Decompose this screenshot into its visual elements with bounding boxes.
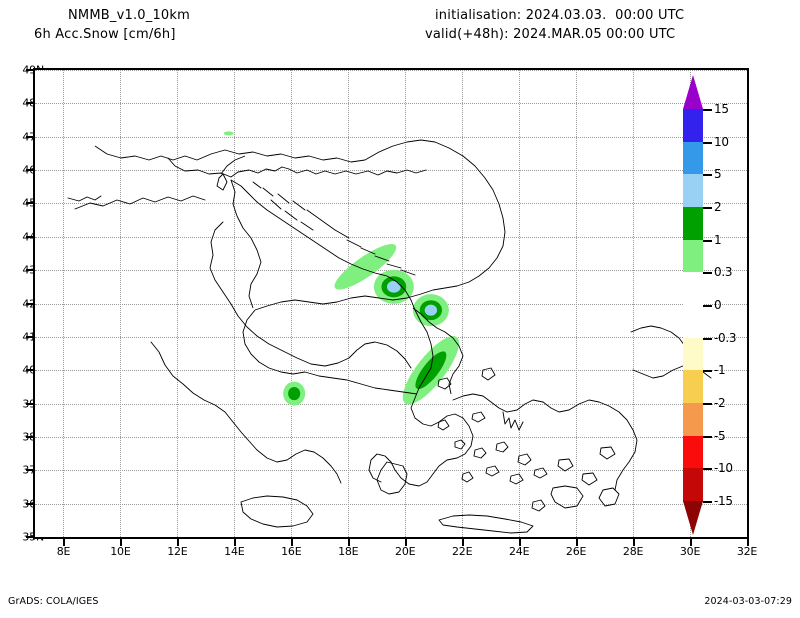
initialisation-time: initialisation: 2024.03.03. 00:00 UTC xyxy=(435,6,684,25)
latitude-tick-mark xyxy=(26,436,33,438)
colorbar-segment xyxy=(683,272,703,305)
header-left: NMMB_v1.0_10km 6h Acc.Snow [cm/6h] xyxy=(34,6,190,44)
colorbar[interactable]: 15 10 5 2 1 0.3 0 -0.3 -1 -2 -5 -10 -15 xyxy=(683,75,753,535)
coastline-layer xyxy=(35,70,747,537)
colorbar-tick-label: 1 xyxy=(714,233,721,247)
generated-stamp: 2024-03-03-07:29 xyxy=(704,596,792,607)
latitude-tick-mark xyxy=(26,336,33,338)
longitude-tick-mark xyxy=(519,539,521,546)
latitude-tick-mark xyxy=(26,269,33,271)
longitude-tick-label: 28E xyxy=(623,545,643,558)
valid-time: valid(+48h): 2024.MAR.05 00:00 UTC xyxy=(425,25,684,44)
map-canvas xyxy=(35,70,747,537)
map-plot-area[interactable] xyxy=(33,68,749,539)
latitude-tick-mark xyxy=(26,136,33,138)
latitude-tick-mark xyxy=(26,469,33,471)
longitude-tick-label: 26E xyxy=(566,545,586,558)
colorbar-tick-label: -10 xyxy=(714,461,733,475)
latitude-tick-mark xyxy=(26,303,33,305)
colorbar-tick-mark xyxy=(703,501,712,503)
colorbar-tick-mark xyxy=(703,338,712,340)
colorbar-segment xyxy=(683,305,703,338)
colorbar-tick-label: 2 xyxy=(714,200,721,214)
colorbar-tick-label: -1 xyxy=(714,363,725,377)
colorbar-tick-mark xyxy=(703,207,712,209)
longitude-tick-label: 14E xyxy=(224,545,244,558)
longitude-tick-label: 16E xyxy=(281,545,301,558)
latitude-tick-mark xyxy=(26,69,33,71)
colorbar-tick-mark xyxy=(703,403,712,405)
latitude-tick-mark xyxy=(26,503,33,505)
longitude-tick-label: 32E xyxy=(737,545,757,558)
latitude-tick-mark xyxy=(26,369,33,371)
colorbar-tick-mark xyxy=(703,305,712,307)
longitude-tick-mark xyxy=(291,539,293,546)
colorbar-tick-label: -2 xyxy=(714,396,725,410)
longitude-tick-label: 18E xyxy=(338,545,358,558)
latitude-tick-mark xyxy=(26,169,33,171)
colorbar-arrow-min xyxy=(683,501,703,535)
longitude-tick-label: 22E xyxy=(452,545,472,558)
colorbar-tick-mark xyxy=(703,174,712,176)
longitude-tick-mark xyxy=(633,539,635,546)
longitude-tick-label: 24E xyxy=(509,545,529,558)
latitude-tick-mark xyxy=(26,102,33,104)
colorbar-segment xyxy=(683,403,703,436)
header-right: initialisation: 2024.03.03. 00:00 UTC va… xyxy=(425,6,684,44)
gridline-horizontal xyxy=(35,537,747,538)
colorbar-tick-label: 15 xyxy=(714,102,729,116)
latitude-tick-mark xyxy=(26,202,33,204)
grads-credit: GrADS: COLA/IGES xyxy=(8,596,98,607)
model-title: NMMB_v1.0_10km xyxy=(68,6,190,25)
colorbar-tick-mark xyxy=(703,109,712,111)
colorbar-segment xyxy=(683,338,703,371)
coastlines xyxy=(68,158,711,533)
longitude-tick-label: 8E xyxy=(57,545,71,558)
country-borders xyxy=(95,140,505,394)
longitude-tick-label: 30E xyxy=(680,545,700,558)
colorbar-tick-mark xyxy=(703,436,712,438)
longitude-tick-mark xyxy=(234,539,236,546)
longitude-tick-mark xyxy=(348,539,350,546)
latitude-tick-mark xyxy=(26,536,33,538)
field-title: 6h Acc.Snow [cm/6h] xyxy=(34,25,190,44)
longitude-tick-mark xyxy=(690,539,692,546)
colorbar-tick-mark xyxy=(703,142,712,144)
longitude-tick-mark xyxy=(576,539,578,546)
header: NMMB_v1.0_10km 6h Acc.Snow [cm/6h] initi… xyxy=(0,0,800,58)
footer: GrADS: COLA/IGES 2024-03-03-07:29 xyxy=(0,596,800,618)
colorbar-tick-label: 5 xyxy=(714,167,721,181)
colorbar-arrow-max xyxy=(683,75,703,109)
colorbar-tick-label: 10 xyxy=(714,135,729,149)
longitude-tick-label: 10E xyxy=(110,545,130,558)
longitude-tick-mark xyxy=(120,539,122,546)
latitude-tick-mark xyxy=(26,403,33,405)
colorbar-tick-label: 0 xyxy=(714,298,721,312)
longitude-tick-mark xyxy=(747,539,749,546)
colorbar-tick-label: -5 xyxy=(714,429,725,443)
colorbar-segment xyxy=(683,207,703,240)
colorbar-segment xyxy=(683,109,703,142)
colorbar-segment xyxy=(683,468,703,501)
colorbar-segment xyxy=(683,174,703,207)
colorbar-tick-label: -15 xyxy=(714,494,733,508)
colorbar-tick-mark xyxy=(703,468,712,470)
longitude-tick-label: 20E xyxy=(395,545,415,558)
colorbar-tick-mark xyxy=(703,370,712,372)
colorbar-segment xyxy=(683,240,703,273)
longitude-tick-mark xyxy=(177,539,179,546)
colorbar-tick-mark xyxy=(703,240,712,242)
latitude-tick-mark xyxy=(26,236,33,238)
longitude-tick-label: 12E xyxy=(167,545,187,558)
colorbar-segment xyxy=(683,370,703,403)
colorbar-segment xyxy=(683,436,703,469)
colorbar-tick-label: -0.3 xyxy=(714,331,736,345)
colorbar-gradient xyxy=(683,75,703,535)
colorbar-tick-mark xyxy=(703,272,712,274)
longitude-tick-mark xyxy=(405,539,407,546)
colorbar-segment xyxy=(683,142,703,175)
longitude-tick-mark xyxy=(63,539,65,546)
longitude-tick-mark xyxy=(462,539,464,546)
colorbar-tick-label: 0.3 xyxy=(714,265,732,279)
